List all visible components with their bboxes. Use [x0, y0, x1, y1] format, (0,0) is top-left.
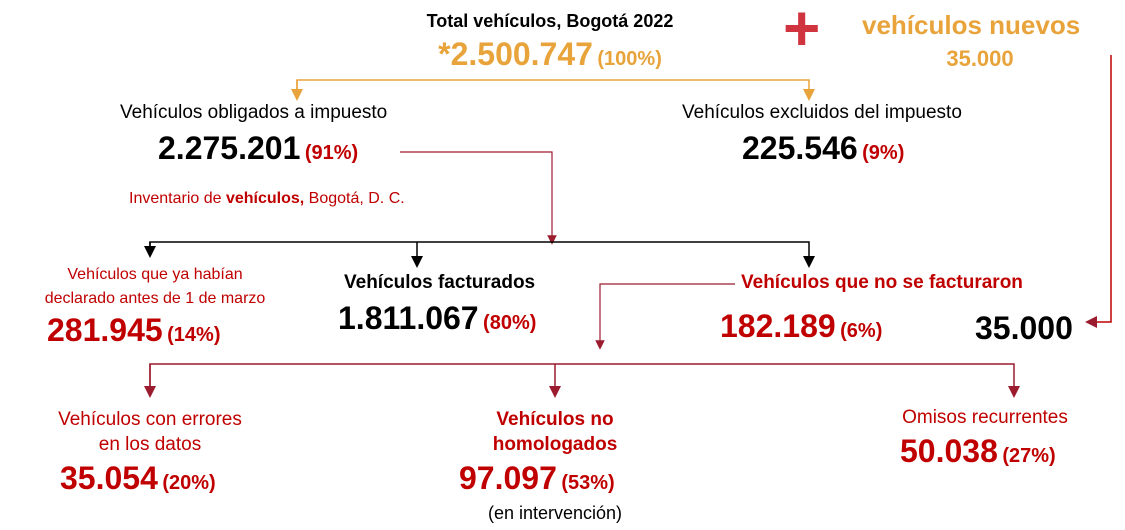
- new-vehicles-value: 35.000: [946, 46, 1014, 71]
- inventory-note-bold: vehículos,: [225, 190, 305, 207]
- recurrent-pct: (27%): [1002, 445, 1056, 467]
- recurrent-value-group: 50.038 (27%): [900, 433, 1056, 470]
- not-billed-value: 182.189: [720, 308, 836, 344]
- billed-value: 1.811.067: [338, 300, 479, 336]
- total-value: *2.500.747: [438, 36, 593, 72]
- declared-before-line1: Vehículos que ya habían: [67, 266, 243, 283]
- not-homologated-label: Vehículos no homologados: [430, 407, 680, 457]
- declared-before-value: 281.945: [47, 312, 163, 348]
- new-vehicles-connector: [1085, 55, 1112, 328]
- inventory-note-suffix: Bogotá, D. C.: [304, 190, 405, 207]
- errors-line2: en los datos: [98, 434, 202, 455]
- obligated-value: 2.275.201: [158, 130, 301, 166]
- excluded-value-group: 225.546 (9%): [742, 130, 904, 167]
- total-title: Total vehículos, Bogotá 2022: [426, 11, 674, 31]
- errors-label: Vehículos con errores en los datos: [25, 407, 275, 457]
- obligated-connector: [400, 151, 557, 245]
- not-homologated-pct: (53%): [561, 472, 615, 494]
- billed-pct: (80%): [483, 312, 537, 334]
- errors-value: 35.054: [60, 460, 158, 496]
- not-homologated-value: 97.097: [459, 460, 557, 496]
- declared-before-line2: declarado antes de 1 de marzo: [44, 290, 266, 307]
- declared-before-label: Vehículos que ya habían declarado antes …: [20, 263, 290, 311]
- recurrent-value: 50.038: [900, 433, 998, 469]
- obligated-label: Vehículos obligados a impuesto: [120, 102, 388, 123]
- not-homologated-line2: homologados: [492, 434, 618, 455]
- obligated-pct: (91%): [304, 142, 359, 164]
- not-billed-pct: (6%): [840, 320, 883, 342]
- declared-before-pct: (14%): [167, 324, 221, 346]
- not-homologated-note: (en intervención): [487, 503, 623, 523]
- not-billed-label: Vehículos que no se facturaron: [741, 272, 1023, 293]
- not-billed-connector: [595, 283, 735, 350]
- excluded-value: 225.546: [742, 130, 858, 166]
- billed-label: Vehículos facturados: [344, 272, 536, 293]
- errors-value-group: 35.054 (20%): [60, 460, 216, 497]
- new-vehicles-label: vehículos nuevos: [862, 10, 1081, 40]
- inventory-note-prefix: Inventario de: [129, 190, 226, 207]
- obligated-value-group: 2.275.201 (91%): [158, 130, 358, 167]
- not-homologated-value-group: 97.097 (53%): [459, 460, 615, 497]
- not-billed-value-group: 182.189 (6%): [720, 308, 882, 345]
- total-value-group: *2.500.747 (100%): [340, 36, 760, 73]
- total-pct: (100%): [597, 48, 662, 70]
- inventory-bracket: [149, 241, 815, 268]
- plus-icon: +: [783, 0, 821, 64]
- not-homologated-line1: Vehículos no: [496, 409, 614, 430]
- inventory-note: Inventario de vehículos, Bogotá, D. C.: [129, 190, 405, 208]
- excluded-pct: (9%): [862, 142, 905, 164]
- new-vehicles-result: 35.000: [975, 310, 1073, 346]
- declared-before-value-group: 281.945 (14%): [47, 312, 220, 349]
- total-split-connector: [296, 79, 815, 101]
- excluded-label: Vehículos excluidos del impuesto: [682, 102, 962, 123]
- errors-pct: (20%): [162, 472, 216, 494]
- recurrent-label: Omisos recurrentes: [902, 407, 1068, 428]
- billed-value-group: 1.811.067 (80%): [338, 300, 536, 337]
- errors-line1: Vehículos con errores: [58, 409, 242, 430]
- lower-bracket: [149, 363, 1020, 398]
